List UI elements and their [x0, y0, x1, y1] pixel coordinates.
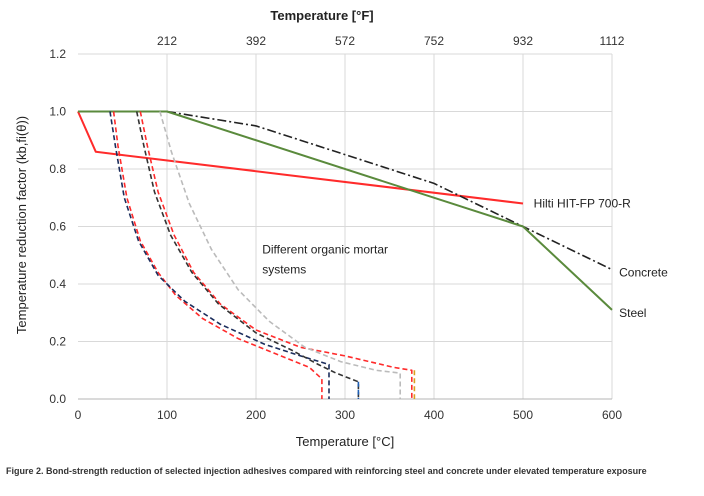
x-tick-label: 500: [513, 408, 533, 422]
x-axis-title: Temperature [°C]: [296, 434, 394, 449]
series-line-3: [112, 111, 323, 399]
series-lines: [77, 110, 613, 399]
x2-tick-label: 212: [157, 34, 177, 48]
series-line-6: [135, 111, 360, 399]
series-line-2: [78, 110, 613, 311]
gridlines: [78, 53, 613, 399]
y-tick-label: 0.4: [49, 277, 66, 291]
annotation-label: Hilti HIT-FP 700-R: [534, 197, 631, 211]
y-tick-label: 0.8: [49, 162, 66, 176]
series-line-1: [166, 110, 613, 271]
annotation-label: Steel: [619, 306, 646, 320]
x2-tick-label: 572: [335, 34, 355, 48]
top-axis-ticks: 212 392 572 752 932 1112: [157, 34, 625, 48]
series-line-7: [159, 111, 402, 399]
x-tick-label: 600: [602, 408, 622, 422]
x-tick-label: 0: [75, 408, 82, 422]
x-tick-label: 200: [246, 408, 266, 422]
x2-tick-label: 932: [513, 34, 533, 48]
figure-caption: Figure 2. Bond-strength reduction of sel…: [6, 466, 647, 476]
series-line-4: [109, 111, 330, 399]
series-line-5: [139, 111, 413, 399]
x2-tick-label: 752: [424, 34, 444, 48]
x-tick-label: 300: [335, 408, 355, 422]
chart: 212 392 572 752 932 1112 0 100 200 300 400 500 600 …: [14, 8, 668, 449]
x2-tick-label: 392: [246, 34, 266, 48]
annotation-label: Different organic mortar: [262, 243, 388, 257]
y-tick-label: 1.2: [49, 47, 66, 61]
series-line-0: [77, 111, 524, 205]
x2-tick-label: 1112: [600, 34, 625, 48]
y-axis-ticks: 0.0 0.2 0.4 0.6 0.8 1.0 1.2: [49, 47, 66, 406]
annotations: Hilti HIT-FP 700-R Concrete Steel Different…: [262, 197, 668, 320]
y-tick-label: 0.2: [49, 335, 66, 349]
annotation-label: systems: [262, 263, 306, 277]
x-tick-label: 400: [424, 408, 444, 422]
y-tick-label: 0.0: [49, 392, 66, 406]
x2-axis-title: Temperature [°F]: [270, 8, 373, 23]
x-axis-ticks: 0 100 200 300 400 500 600: [75, 408, 623, 422]
x-tick-label: 100: [157, 408, 177, 422]
y-axis-title: Temperature reduction factor (kb,fi(θ)): [14, 116, 29, 334]
y-tick-label: 0.6: [49, 220, 66, 234]
y-tick-label: 1.0: [49, 105, 66, 119]
annotation-label: Concrete: [619, 266, 668, 280]
